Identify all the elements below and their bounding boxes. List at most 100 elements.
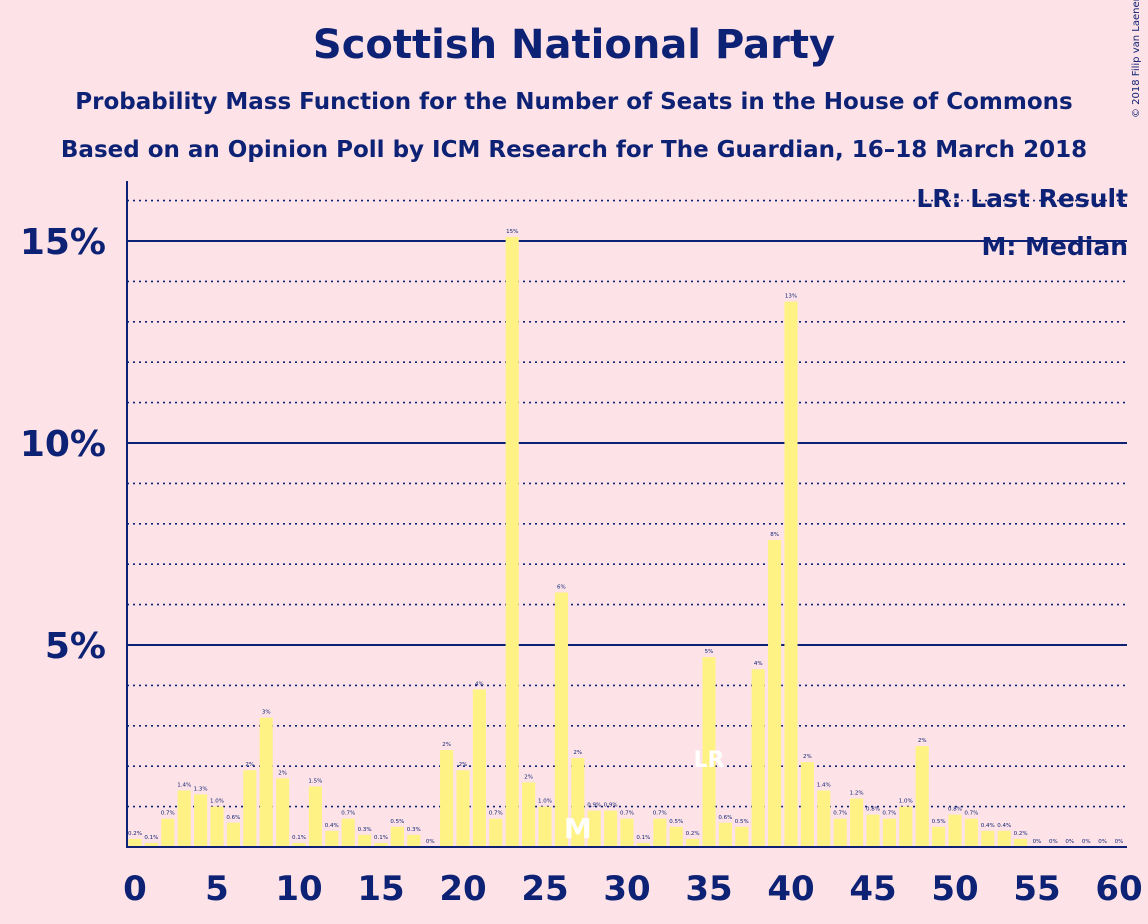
bar-seat-16 <box>390 826 404 847</box>
bar-seat-52 <box>981 830 995 847</box>
bar-value-label: 3% <box>262 710 271 716</box>
bar-value-label: 1.0% <box>899 799 913 805</box>
bar-value-label: 0.7% <box>964 811 978 817</box>
bar-seat-7 <box>243 770 257 847</box>
bar-seat-35 <box>702 657 716 847</box>
bar-value-label: 0.1% <box>636 835 650 841</box>
bar-value-label: 1.0% <box>210 799 224 805</box>
bar-seat-5 <box>210 806 224 847</box>
bar-value-label: 0.2% <box>128 831 142 837</box>
bar-seat-28 <box>587 810 601 847</box>
grid-layer <box>127 199 1127 808</box>
bar-label-layer: 0.2%0.1%0.7%1.4%1.3%1.0%0.6%2%3%2%0.1%1.… <box>128 229 1123 845</box>
bar-seat-10 <box>292 842 306 847</box>
bar-seat-39 <box>768 539 782 847</box>
y-tick-label: 5% <box>45 626 106 667</box>
legend-last-result: LR: Last Result <box>916 184 1128 213</box>
bar-seat-48 <box>915 746 929 847</box>
bar-value-label: 1.4% <box>817 782 831 788</box>
bar-seat-33 <box>669 826 683 847</box>
bar-value-label: 13% <box>785 294 797 300</box>
legend-median: M: Median <box>981 232 1128 261</box>
bar-seat-41 <box>800 762 814 847</box>
x-tick-label: 5 <box>205 869 229 909</box>
bar-seat-19 <box>440 750 454 847</box>
bar-seat-40 <box>784 301 798 848</box>
bar-value-label: 0% <box>1033 839 1042 845</box>
x-tick-label: 40 <box>767 869 814 909</box>
bar-seat-34 <box>686 838 700 847</box>
bar-seat-3 <box>177 790 191 847</box>
bar-seat-43 <box>833 818 847 847</box>
bar-value-label: 0.1% <box>292 835 306 841</box>
bar-value-label: 2% <box>459 762 468 768</box>
bar-seat-53 <box>997 830 1011 847</box>
bar-seat-51 <box>964 818 978 847</box>
bar-value-label: 2% <box>573 750 582 756</box>
bar-seat-38 <box>751 669 765 847</box>
bar-value-label: 2% <box>918 738 927 744</box>
bar-seat-13 <box>341 818 355 847</box>
bar-seat-15 <box>374 842 388 847</box>
bar-value-label: 0.2% <box>1014 831 1028 837</box>
bar-value-label: 4% <box>475 681 484 687</box>
bar-value-label: 0.7% <box>620 811 634 817</box>
bar-value-label: 1.0% <box>538 799 552 805</box>
bar-value-label: 2% <box>803 754 812 760</box>
y-tick-label: 10% <box>20 424 106 465</box>
bar-seat-47 <box>899 806 913 847</box>
bar-seat-26 <box>554 592 568 847</box>
bar-seat-17 <box>407 834 421 847</box>
bar-value-label: 4% <box>754 661 763 667</box>
bar-value-label: 8% <box>770 532 779 538</box>
bar-value-label: 0.1% <box>144 835 158 841</box>
axis-layer: 5% 10% 15% 0 5 10 15 20 25 30 35 40 45 50 55 60 <box>20 181 1143 909</box>
last-result-marker: LR <box>694 748 725 773</box>
x-tick-label: 45 <box>849 869 896 909</box>
x-tick-label: 35 <box>685 869 732 909</box>
bar-seat-23 <box>505 236 519 847</box>
bar-value-label: 0.9% <box>604 803 618 809</box>
bar-seat-42 <box>817 790 831 847</box>
x-tick-label: 55 <box>1013 869 1060 909</box>
bar-value-label: 0.4% <box>981 823 995 829</box>
bar-value-label: 2% <box>442 742 451 748</box>
bar-value-label: 0.8% <box>866 807 880 813</box>
chart-subtitle-poll: Based on an Opinion Poll by ICM Research… <box>60 137 1088 163</box>
bar-value-label: 0.7% <box>882 811 896 817</box>
bar-value-label: 0.6% <box>226 815 240 821</box>
bar-value-label: 0.4% <box>997 823 1011 829</box>
bar-value-label: 0% <box>1082 839 1091 845</box>
bar-value-label: 0.5% <box>390 819 404 825</box>
bar-value-label: 0.6% <box>718 815 732 821</box>
bar-value-label: 2% <box>245 762 254 768</box>
bar-value-label: 0.7% <box>341 811 355 817</box>
bar-seat-14 <box>358 834 372 847</box>
x-tick-label: 50 <box>931 869 978 909</box>
bar-seat-45 <box>866 814 880 847</box>
bar-value-label: 0.2% <box>686 831 700 837</box>
bar-seat-46 <box>882 818 896 847</box>
bar-value-label: 0% <box>426 839 435 845</box>
bar-seat-12 <box>325 830 339 847</box>
bar-value-label: 0.7% <box>833 811 847 817</box>
bar-seat-44 <box>850 798 864 847</box>
bar-seat-21 <box>472 689 486 847</box>
bar-value-label: 0.4% <box>325 823 339 829</box>
chart-subtitle: Probability Mass Function for the Number… <box>75 89 1073 115</box>
bar-value-label: 15% <box>506 229 518 235</box>
bar-value-label: 0.5% <box>669 819 683 825</box>
x-tick-label: 0 <box>123 869 147 909</box>
bar-seat-36 <box>718 822 732 847</box>
x-tick-label: 20 <box>439 869 486 909</box>
bar-seat-9 <box>276 778 290 847</box>
bar-seat-2 <box>161 818 175 847</box>
bar-value-label: 0.7% <box>489 811 503 817</box>
bar-value-label: 1.2% <box>850 791 864 797</box>
chart-title: Scottish National Party <box>312 22 836 68</box>
bar-seat-24 <box>522 782 536 847</box>
bar-value-label: 0.7% <box>653 811 667 817</box>
bar-seat-31 <box>636 842 650 847</box>
bar-layer <box>128 236 1028 848</box>
